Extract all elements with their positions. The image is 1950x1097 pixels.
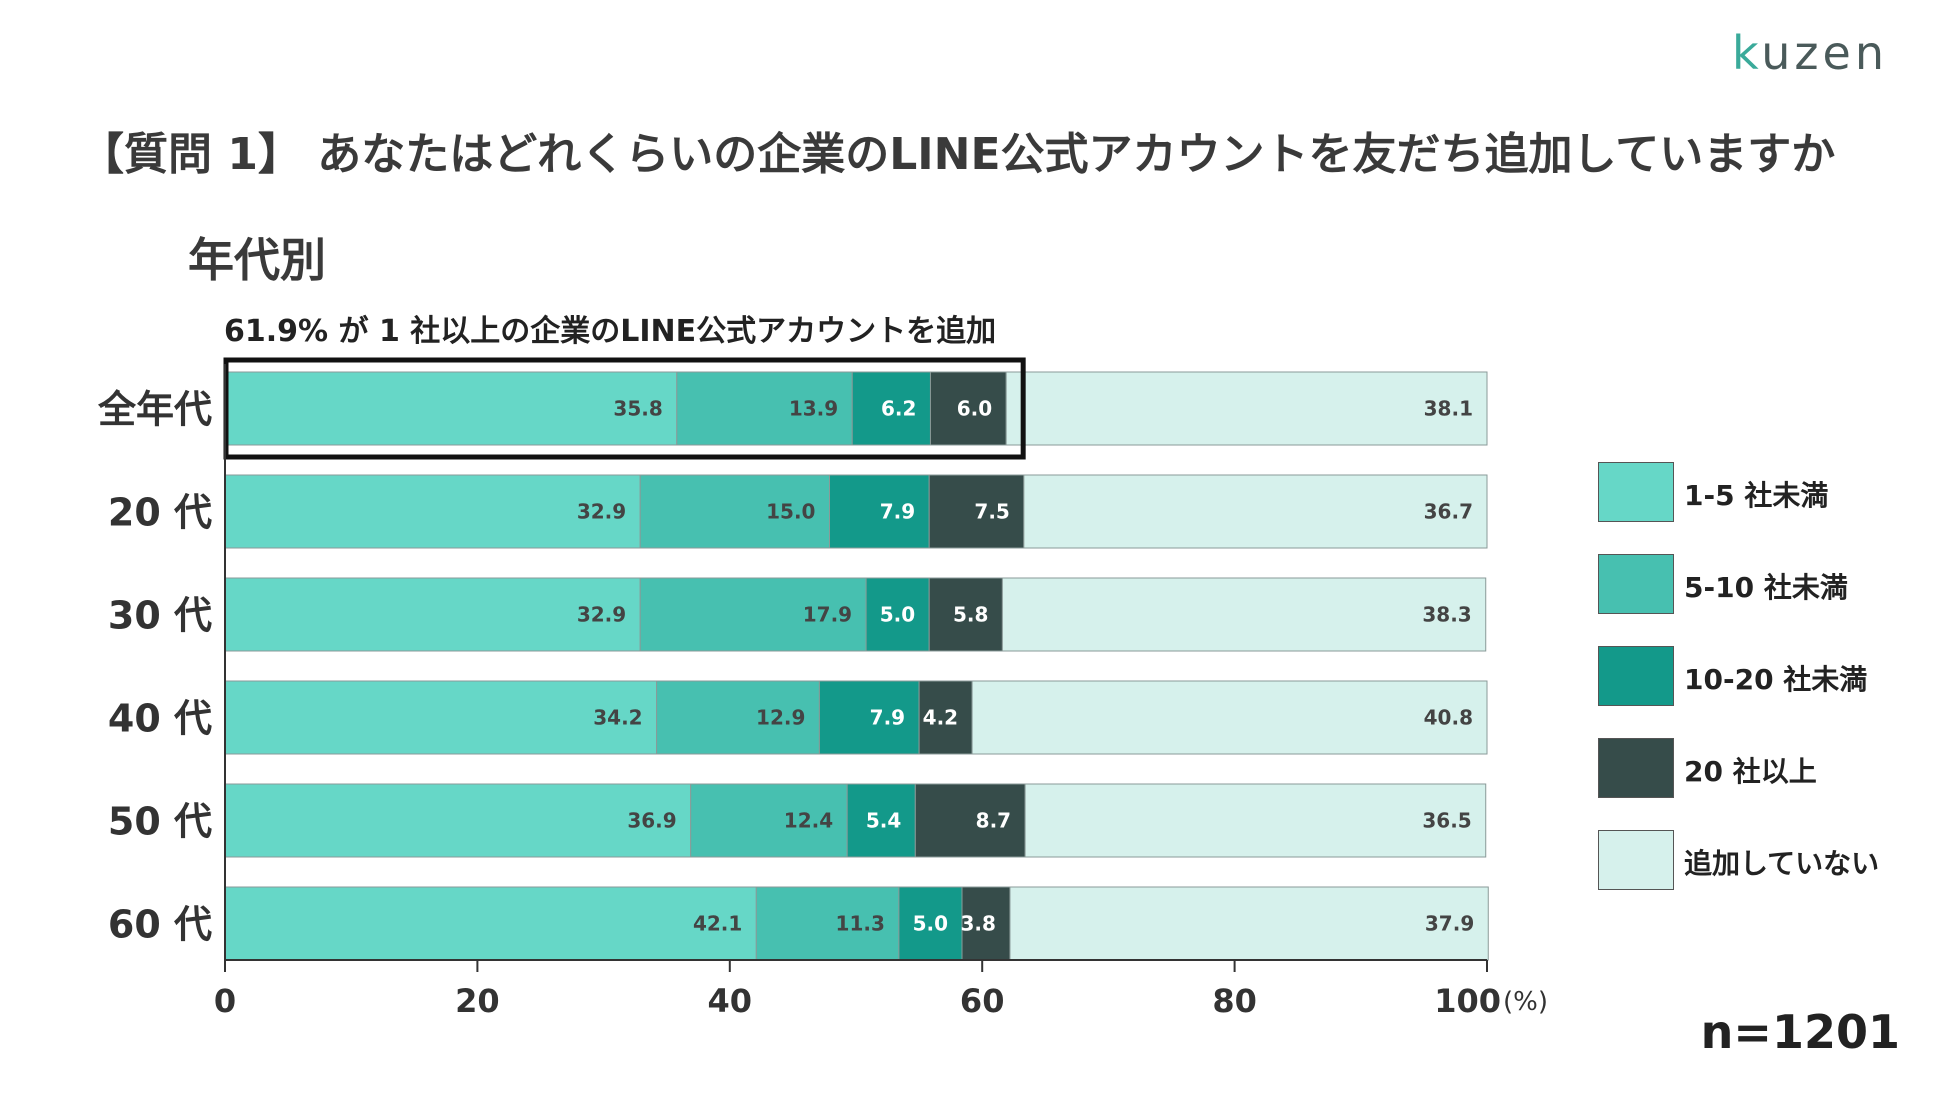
bar-segment (224, 474, 641, 549)
data-label: 35.8 (613, 397, 662, 421)
category-label: 20 代 (108, 491, 212, 535)
data-label: 13.9 (789, 397, 838, 421)
data-label: 15.0 (766, 500, 815, 524)
data-label: 7.9 (870, 706, 905, 730)
data-label: 34.2 (593, 706, 642, 730)
legend-item: 10-20 社未満 (1598, 646, 1918, 710)
data-label: 42.1 (693, 912, 742, 936)
legend-swatch (1598, 554, 1674, 614)
data-label: 5.0 (913, 912, 948, 936)
bar-segment (898, 886, 963, 961)
data-label: 38.1 (1424, 397, 1473, 421)
bar-segment (865, 577, 930, 652)
x-tick-label: 0 (214, 982, 236, 1020)
data-label: 6.0 (957, 397, 992, 421)
bar-segment (928, 474, 1025, 549)
bar-segment (639, 474, 830, 549)
legend-swatch (1598, 646, 1674, 706)
logo-accent: k (1732, 26, 1762, 80)
bar-segment (224, 577, 641, 652)
data-label: 36.7 (1424, 500, 1473, 524)
data-label: 40.8 (1424, 706, 1473, 730)
data-label: 12.4 (784, 809, 833, 833)
data-label: 17.9 (803, 603, 852, 627)
legend-item: 1-5 社未満 (1598, 462, 1918, 526)
x-unit-label: (%) (1503, 987, 1548, 1017)
category-label: 50 代 (108, 800, 212, 844)
category-label: 全年代 (97, 388, 212, 432)
kuzen-logo: kuzen (1732, 26, 1888, 80)
data-label: 7.9 (880, 500, 915, 524)
category-label: 30 代 (108, 594, 212, 638)
bar-segment (914, 783, 1026, 858)
bar-segment (755, 886, 900, 961)
question-title: 【質問 1】 あなたはどれくらいの企業のLINE公式アカウントを友だち追加してい… (80, 129, 1836, 180)
bar-segment (1001, 577, 1487, 652)
legend-label: 10-20 社未満 (1684, 663, 1868, 696)
data-label: 5.8 (953, 603, 988, 627)
data-label: 32.9 (577, 603, 626, 627)
data-label: 38.3 (1422, 603, 1471, 627)
bar-segment (918, 680, 973, 755)
legend-item: 20 社以上 (1598, 738, 1918, 802)
data-label: 8.7 (976, 809, 1011, 833)
x-tick-label: 80 (1212, 982, 1257, 1020)
x-tick-label: 20 (455, 982, 500, 1020)
x-tick-label: 100 (1434, 982, 1501, 1020)
data-label: 3.8 (961, 912, 996, 936)
data-label: 6.2 (881, 397, 916, 421)
category-label: 60 代 (108, 903, 212, 947)
legend-swatch (1598, 462, 1674, 522)
bar-segment (224, 886, 757, 961)
category-label: 40 代 (108, 697, 212, 741)
bar-segment (928, 577, 1003, 652)
bar-segment (961, 886, 1011, 961)
x-tick-label: 60 (960, 982, 1005, 1020)
legend-item: 5-10 社未満 (1598, 554, 1918, 618)
logo-text: uzen (1761, 26, 1888, 80)
legend-label: 20 社以上 (1684, 755, 1817, 788)
data-label: 5.4 (866, 809, 901, 833)
legend-item: 追加していない (1598, 830, 1918, 894)
bar-segment (929, 371, 1007, 446)
data-label: 11.3 (836, 912, 885, 936)
bar-segment (818, 680, 920, 755)
data-label: 36.5 (1422, 809, 1471, 833)
bar-segment (971, 680, 1488, 755)
data-label: 37.9 (1425, 912, 1474, 936)
data-label: 36.9 (627, 809, 676, 833)
legend-label: 5-10 社未満 (1684, 571, 1848, 604)
sample-size: n=1201 (1700, 1005, 1900, 1059)
chart-subtitle: 年代別 (188, 233, 326, 287)
x-tick-label: 40 (708, 982, 753, 1020)
bar-segment (828, 474, 930, 549)
data-label: 12.9 (756, 706, 805, 730)
bar-segment (1023, 474, 1488, 549)
bar-segment (224, 371, 678, 446)
bar-segment (676, 371, 853, 446)
bar-segment (224, 680, 658, 755)
legend-swatch (1598, 738, 1674, 798)
data-label: 32.9 (577, 500, 626, 524)
data-label: 7.5 (974, 500, 1009, 524)
bar-segment (690, 783, 848, 858)
bar-segment (1024, 783, 1487, 858)
bar-segment (224, 783, 692, 858)
legend-label: 1-5 社未満 (1684, 479, 1829, 512)
data-label: 5.0 (880, 603, 915, 627)
legend-label: 追加していない (1684, 847, 1880, 880)
legend-swatch (1598, 830, 1674, 890)
data-label: 4.2 (923, 706, 958, 730)
bar-segment (639, 577, 867, 652)
bar-segment (656, 680, 820, 755)
highlight-note: 61.9% が 1 社以上の企業のLINE公式アカウントを追加 (224, 314, 997, 349)
bar-segment (1005, 371, 1488, 446)
bar-segment (1009, 886, 1489, 961)
